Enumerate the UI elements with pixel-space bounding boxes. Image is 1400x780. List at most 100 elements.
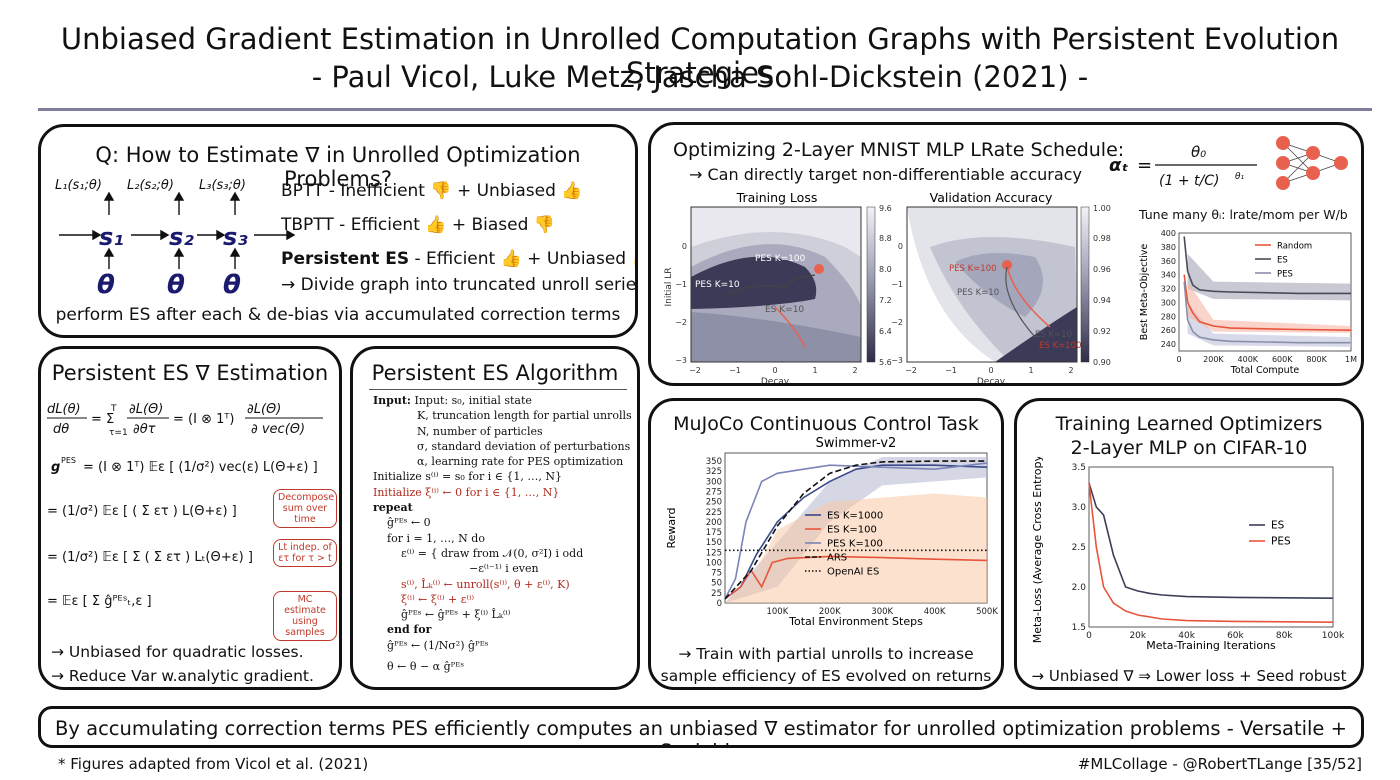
heat-xtick: −2	[689, 366, 701, 375]
svg-text:= (1/σ²) 𝔼ε [ Σ ( Σ ετ ) Lₜ(Θ: = (1/σ²) 𝔼ε [ Σ ( Σ ετ ) Lₜ(Θ+ε) ]	[47, 550, 253, 565]
svg-text:s₃: s₃	[223, 223, 248, 251]
algo-line: for i = 1, …, N do	[373, 531, 638, 546]
svg-text:L₂(s₂;θ): L₂(s₂;θ)	[127, 178, 174, 193]
heatmap-right-title: Validation Accuracy	[930, 190, 1053, 205]
cbar-tick: 7.2	[879, 296, 892, 305]
legend-label: ES K=1000	[827, 511, 883, 522]
heat-xtick: 1	[1028, 366, 1033, 375]
pes-row-label: Persistent ES	[281, 249, 409, 269]
y-tick-label: 360	[1161, 257, 1176, 266]
cbar-tick: 1.00	[1093, 204, 1111, 213]
algo-line: Initialize ξ⁽ⁱ⁾ ← 0 for i ∈ {1, …, N}	[373, 485, 638, 500]
traj-label: ES K=10	[1035, 330, 1072, 340]
legend-label: ARS	[827, 553, 847, 564]
algorithm-listing: Input: Input: s₀, initial state K, trunc…	[373, 393, 638, 674]
svg-text:PES: PES	[61, 456, 76, 465]
heat-ytick: −2	[675, 318, 687, 327]
mlp-network-icon	[1271, 133, 1357, 193]
y-tick-label: 275	[706, 488, 722, 498]
cbar-tick: 0.94	[1093, 296, 1111, 305]
svg-text:s₂: s₂	[169, 223, 194, 251]
svg-text:∂ vec(Θ): ∂ vec(Θ)	[251, 422, 305, 437]
svg-text:=: =	[1137, 155, 1152, 176]
cbar-tick: 8.0	[879, 265, 892, 274]
tbptt-row: TBPTT - Efficient 👍 + Biased 👎	[281, 215, 555, 235]
learned-optimizers-panel: Training Learned Optimizers 2-Layer MLP …	[1014, 398, 1364, 690]
estimation-panel: Persistent ES ∇ Estimation dL(θ) dθ = ΣTτ…	[38, 346, 342, 690]
algo-line: −ε⁽ⁱ⁻¹⁾ i even	[373, 561, 638, 576]
svg-text:(1 + t/C): (1 + t/C)	[1159, 173, 1219, 189]
y-tick-label: 350	[706, 457, 722, 467]
x-tick-label: 200K	[1203, 355, 1224, 364]
y-tick-label: 50	[711, 579, 722, 589]
x-tick-label: 0	[1086, 631, 1092, 641]
x-axis-label: Total Compute	[1230, 365, 1300, 376]
y-tick-label: 250	[706, 498, 722, 508]
y-tick-label: 2.5	[1072, 543, 1086, 553]
heat-xtick: 1	[812, 366, 817, 375]
algo-line: end for	[373, 622, 638, 637]
y-tick-label: 200	[706, 518, 722, 528]
y-tick-label: 25	[711, 589, 722, 599]
algo-line: ξ⁽ⁱ⁾ ← ξ⁽ⁱ⁾ + ε⁽ⁱ⁾	[373, 592, 638, 607]
algo-line: repeat	[373, 500, 638, 515]
y-axis-label: Meta-Loss (Average Cross Entropy)	[1031, 457, 1044, 643]
mnist-panel: Optimizing 2-Layer MNIST MLP LRate Sched…	[648, 122, 1364, 386]
training-loss-heatmap: PES K=10 PES K=100 ES K=10	[691, 207, 861, 362]
y-tick-label: 320	[1161, 285, 1176, 294]
algo-line: ĝᴾᴱˢ ← 0	[373, 515, 638, 530]
y-tick-label: 260	[1161, 326, 1176, 335]
heat-xtick: −2	[905, 366, 917, 375]
x-tick-label: 400K	[924, 607, 946, 617]
signature: #MLCollage - @RobertTLange [35/52]	[1078, 755, 1362, 773]
cbar-tick: 0.98	[1093, 234, 1111, 243]
x-axis-label: Total Environment Steps	[788, 615, 923, 628]
x-tick-label: 80k	[1276, 631, 1293, 641]
svg-text:θ₀: θ₀	[1191, 143, 1206, 161]
colorbar-left	[867, 207, 875, 362]
estimation-panel-title: Persistent ES ∇ Estimation	[41, 361, 339, 385]
algo-line: ĝᴾᴱˢ ← (1/Nσ²) ĝᴾᴱˢ	[373, 638, 638, 653]
legend-label: ES	[1277, 256, 1288, 266]
x-tick-label: 0	[1176, 355, 1181, 364]
heatmap-figure: Training Loss Validation Accuracy PES K=…	[655, 187, 1125, 386]
pes-summary-2: perform ES after each & de-bias via accu…	[41, 305, 635, 325]
svg-text:T: T	[110, 404, 117, 414]
svg-text:θ: θ	[167, 270, 185, 300]
heat-ylabel: Initial LR	[664, 267, 674, 306]
svg-text:= (I ⊗ 1ᵀ): = (I ⊗ 1ᵀ)	[173, 412, 234, 427]
mujoco-footer-2: sample efficiency of ES evolved on retur…	[651, 667, 1001, 685]
x-tick-label: 500K	[976, 607, 998, 617]
pes-summary-1: → Divide graph into truncated unroll ser…	[281, 275, 638, 295]
legend-label: OpenAI ES	[827, 567, 879, 578]
question-panel: Q: How to Estimate ∇ in Unrolled Optimiz…	[38, 124, 638, 338]
mujoco-footer-1: → Train with partial unrolls to increase	[651, 645, 1001, 663]
algo-line: ε⁽ⁱ⁾ = { draw from 𝒩(0, σ²I) i odd	[373, 546, 638, 561]
traj-label: ES K=100	[1039, 341, 1081, 351]
y-tick-label: 1.5	[1072, 623, 1086, 633]
heat-xtick: 0	[988, 366, 993, 375]
heat-ytick: −3	[891, 356, 903, 365]
pes-row: Persistent ES - Efficient 👍 + Unbiased 👍	[281, 249, 638, 269]
legend-label: Random	[1277, 242, 1312, 252]
mnist-panel-title: Optimizing 2-Layer MNIST MLP LRate Sched…	[673, 139, 1124, 161]
estimation-bullet-1: → Unbiased for quadratic losses.	[51, 643, 304, 661]
algo-line: α, learning rate for PES optimization	[373, 454, 638, 469]
heat-ytick: 0	[682, 242, 687, 251]
svg-text:L₁(s₁;θ): L₁(s₁;θ)	[55, 178, 102, 193]
svg-text:L₃(s₃;θ): L₃(s₃;θ)	[199, 178, 246, 193]
svg-text:∂L(Θ): ∂L(Θ)	[247, 402, 281, 417]
heat-xlabel: Decay	[977, 377, 1006, 386]
algo-line: σ, standard deviation of perturbations	[373, 439, 638, 454]
mujoco-panel: MuJoCo Continuous Control Task Swimmer-v…	[648, 398, 1004, 690]
heat-xtick: 2	[1068, 366, 1073, 375]
legend-label: ES	[1271, 520, 1285, 532]
heatmap-left-title: Training Loss	[736, 190, 818, 205]
cbar-tick: 8.8	[879, 234, 892, 243]
algorithm-divider	[369, 389, 627, 390]
algo-line: ĝᴾᴱˢ ← ĝᴾᴱˢ + ξ⁽ⁱ⁾ L̂ₖ⁽ⁱ⁾	[373, 607, 638, 622]
cbar-tick: 0.96	[1093, 265, 1111, 274]
algo-line: Input: Input: s₀, initial state	[373, 393, 638, 408]
y-axis-label: Reward	[665, 508, 678, 549]
y-tick-label: 240	[1161, 340, 1176, 349]
